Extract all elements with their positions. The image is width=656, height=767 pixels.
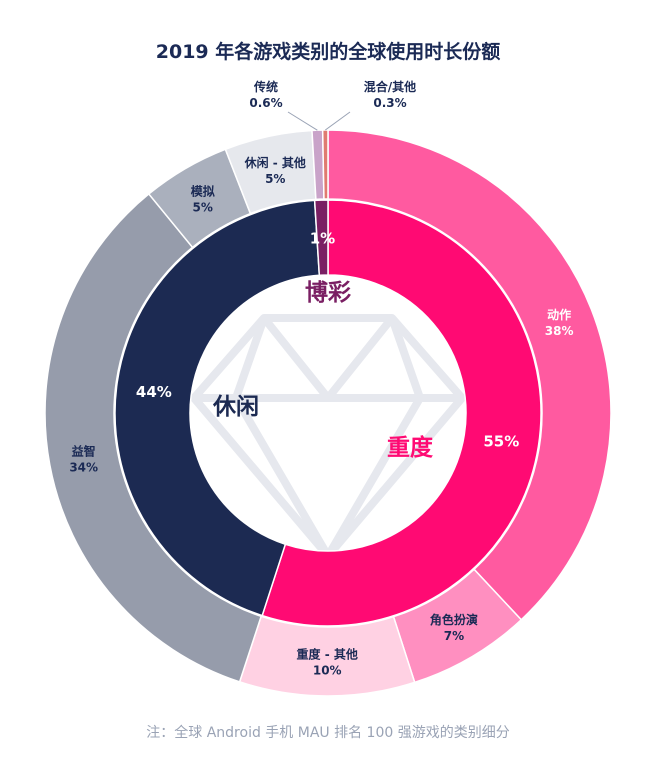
outer-label-name-action: 动作 — [547, 307, 571, 322]
chart-title: 2019 年各游戏类别的全球使用时长份额 — [156, 40, 501, 63]
outer-label-value-puzzle: 34% — [69, 460, 98, 474]
leader-line-mixed-other — [325, 111, 351, 131]
inner-segment-casual — [114, 199, 321, 617]
inner-label-hardcore: 55% — [483, 432, 519, 450]
outer-ring — [44, 129, 612, 697]
inner-segment-hardcore — [261, 199, 542, 627]
outer-label-value-mixed-other: 0.3% — [373, 96, 406, 110]
outer-label-name-rpg: 角色扮演 — [430, 612, 478, 627]
outer-label-name-traditional: 传统 — [253, 79, 278, 94]
center-label-casual: 休闲 — [212, 394, 259, 420]
outer-label-value-rpg: 7% — [444, 629, 464, 643]
outer-label-name-puzzle: 益智 — [72, 443, 96, 458]
outer-segment-mixed-other — [321, 129, 329, 200]
outer-segment-puzzle — [44, 192, 263, 683]
outer-label-name-mixed-other: 混合/其他 — [364, 79, 416, 94]
center-label-hardcore: 重度 — [387, 434, 434, 461]
segment-labels: 55% 44% 1% 动作 38% 角色扮演 7% 重度 - 其他 10% 益智 34% 模拟 5% 休闲… — [69, 79, 573, 677]
inner-ring — [114, 199, 542, 627]
leader-line-traditional — [287, 111, 318, 131]
center-label-gambling: 博彩 — [305, 279, 351, 306]
inner-label-gambling: 1% — [310, 230, 335, 248]
outer-label-name-hardcore-other: 重度 - 其他 — [297, 646, 358, 661]
outer-label-name-simulation: 模拟 — [191, 183, 215, 198]
inner-segment-gambling — [313, 199, 329, 277]
outer-label-value-casual-other: 5% — [265, 172, 285, 186]
outer-label-value-traditional: 0.6% — [249, 96, 282, 110]
inner-label-casual: 44% — [136, 383, 172, 401]
outer-segment-action — [327, 129, 612, 621]
outer-label-value-hardcore-other: 10% — [313, 663, 342, 677]
outer-label-name-casual-other: 休闲 - 其他 — [244, 155, 306, 170]
outer-label-value-simulation: 5% — [193, 200, 213, 214]
outer-label-value-action: 38% — [545, 324, 574, 338]
footnote: 注：全球 Android 手机 MAU 排名 100 强游戏的类别细分 — [146, 724, 509, 741]
